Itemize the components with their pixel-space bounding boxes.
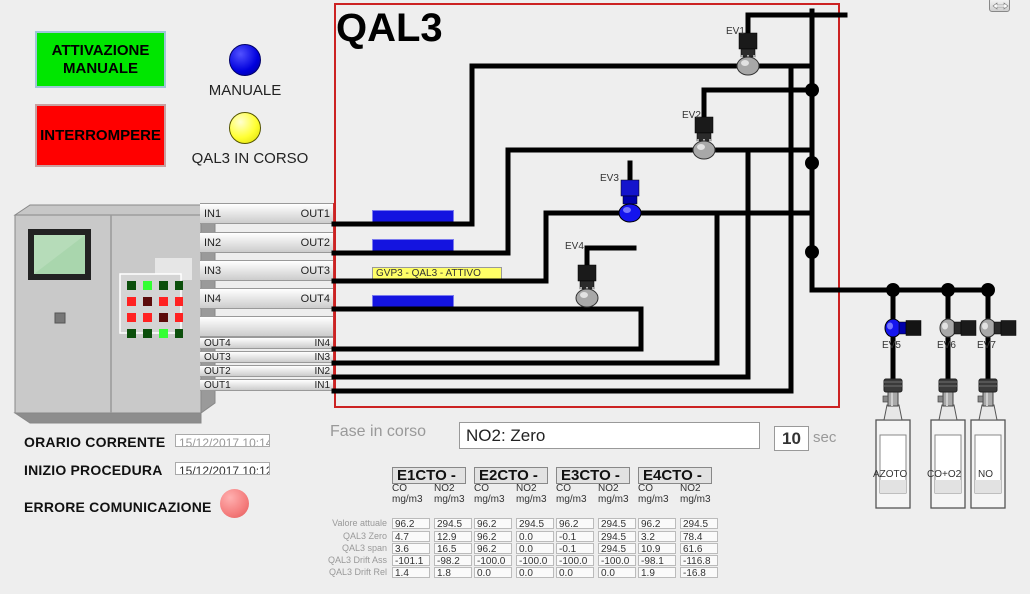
svg-text:EV5: EV5 [882,340,901,351]
svg-text:EV2: EV2 [682,110,701,121]
svg-text:EV3: EV3 [600,173,619,184]
svg-text:CO+O2: CO+O2 [927,469,962,480]
svg-text:AZOTO: AZOTO [873,469,907,480]
svg-text:EV4: EV4 [565,241,584,252]
svg-text:NO: NO [978,469,993,480]
svg-text:EV1: EV1 [726,26,745,37]
svg-text:EV6: EV6 [937,340,956,351]
svg-text:EV7: EV7 [977,340,996,351]
